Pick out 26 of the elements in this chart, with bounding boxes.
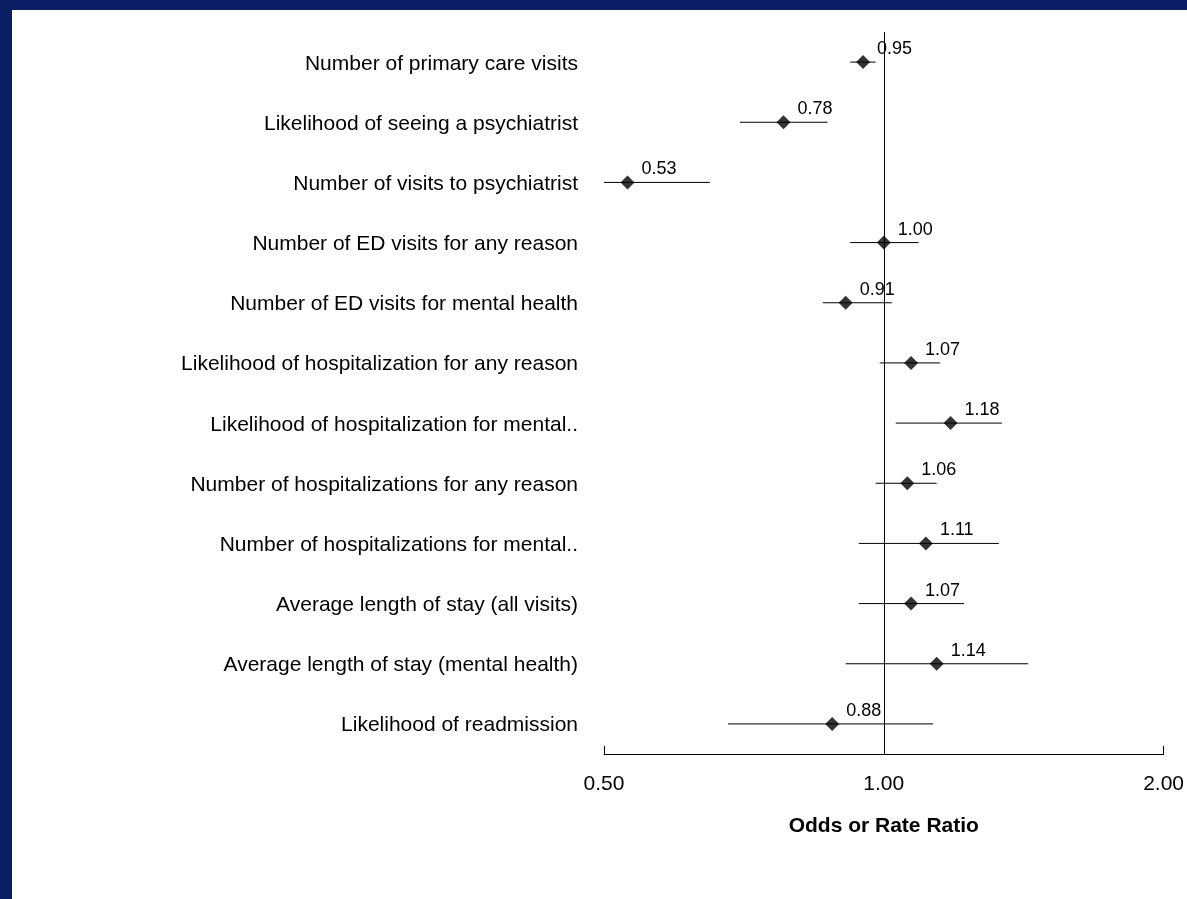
y-tick-label: Average length of stay (all visits) — [276, 592, 578, 616]
x-tick-label: 2.00 — [1143, 771, 1184, 794]
data-label: 1.07 — [925, 338, 961, 359]
y-tick-label: Likelihood of seeing a psychiatrist — [263, 110, 579, 134]
y-tick-label: Likelihood of readmission — [341, 712, 578, 736]
y-tick-label: Likelihood of hospitalization for mental.. — [210, 411, 578, 435]
y-tick-label: Number of hospitalizations for mental.. — [219, 531, 578, 555]
data-label: 0.78 — [797, 98, 833, 119]
data-label: 1.06 — [921, 459, 957, 480]
y-tick-label: Number of ED visits for mental health — [230, 291, 578, 315]
y-tick-label: Number of hospitalizations for any reason — [190, 471, 578, 495]
data-label: 1.00 — [897, 218, 933, 239]
y-tick-label: Number of visits to psychiatrist — [293, 170, 579, 194]
y-tick-label: Number of primary care visits — [304, 50, 578, 74]
x-tick-label: 1.00 — [863, 771, 905, 794]
data-label: 1.14 — [950, 639, 986, 660]
data-label: 0.88 — [846, 699, 882, 720]
y-tick-label: Number of ED visits for any reason — [252, 231, 578, 255]
y-tick-label: Likelihood of hospitalization for any reason — [181, 351, 578, 375]
x-tick-label: 0.50 — [583, 771, 625, 794]
data-label: 1.11 — [939, 519, 974, 540]
x-axis-title: Odds or Rate Ratio — [788, 813, 979, 836]
data-label: 1.18 — [964, 399, 1000, 420]
y-tick-label: Average length of stay (mental health) — [223, 652, 578, 676]
data-label: 0.53 — [641, 158, 677, 179]
data-label: 1.07 — [925, 579, 961, 600]
